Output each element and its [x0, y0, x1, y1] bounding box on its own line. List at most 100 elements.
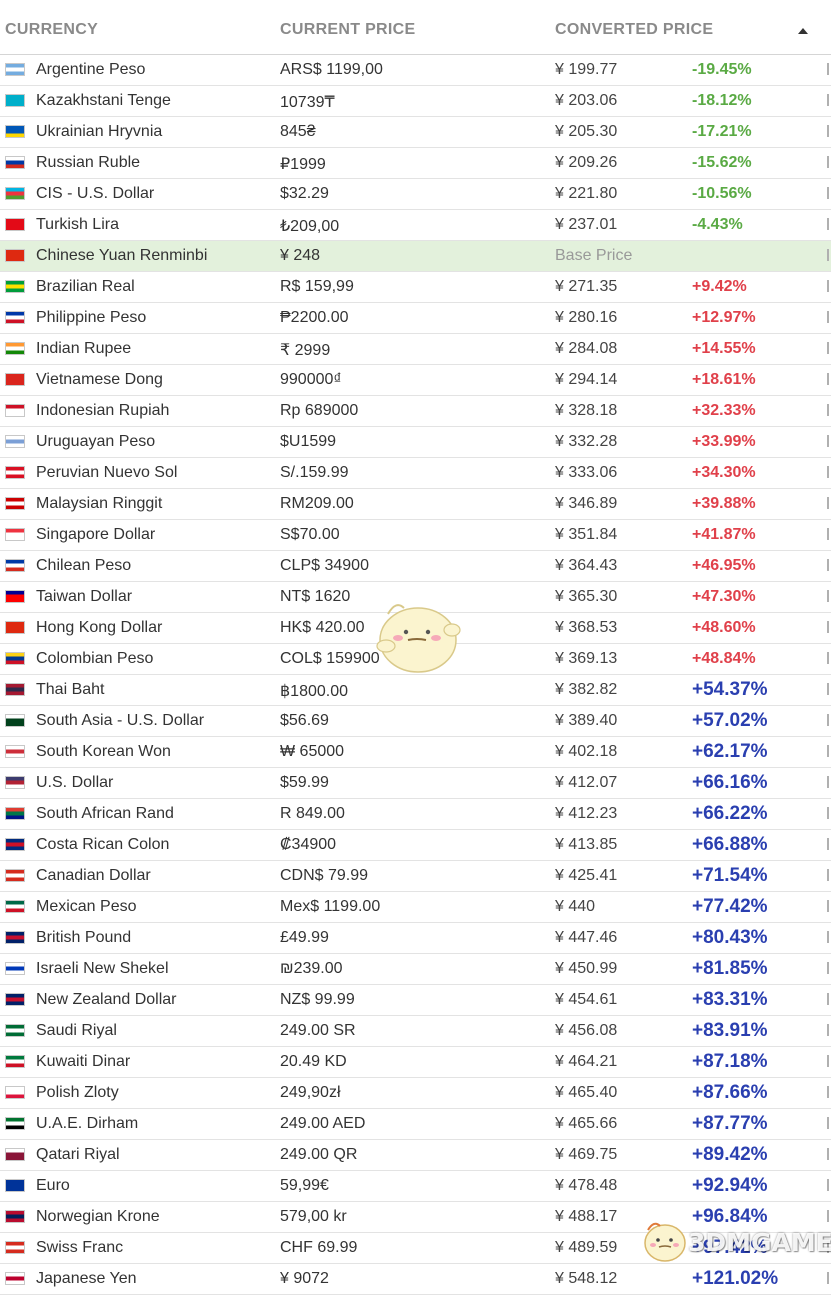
- table-row[interactable]: Indonesian Rupiah Rp 689000 ¥ 328.18 +32.33…: [0, 396, 831, 427]
- converted-price: ¥ 284.08: [555, 340, 618, 357]
- table-row[interactable]: British Pound £49.99 ¥ 447.46 +80.43%: [0, 923, 831, 954]
- column-header-currency[interactable]: CURRENCY: [5, 21, 99, 38]
- country-flag-icon: [5, 745, 25, 758]
- table-row[interactable]: Peruvian Nuevo Sol S/.159.99 ¥ 333.06 +34.3…: [0, 458, 831, 489]
- column-header-current-price[interactable]: CURRENT PRICE: [280, 21, 416, 38]
- current-price: 579,00 kr: [280, 1208, 347, 1225]
- converted-price: ¥ 465.66: [555, 1115, 618, 1132]
- currency-name: U.S. Dollar: [36, 774, 114, 791]
- table-row[interactable]: South African Rand R 849.00 ¥ 412.23 +66.22…: [0, 799, 831, 830]
- table-row[interactable]: Argentine Peso ARS$ 1199,00 ¥ 199.77 -19.45…: [0, 55, 831, 86]
- percent-difference: +89.42%: [692, 1144, 768, 1165]
- table-row[interactable]: Saudi Riyal 249.00 SR ¥ 456.08 +83.91%: [0, 1016, 831, 1047]
- currency-name: South African Rand: [36, 805, 174, 822]
- table-row[interactable]: Chinese Yuan Renminbi ¥ 248 Base Price: [0, 241, 831, 272]
- country-flag-icon: [5, 125, 25, 138]
- table-row[interactable]: Malaysian Ringgit RM209.00 ¥ 346.89 +39.88%: [0, 489, 831, 520]
- sort-ascending-icon[interactable]: [798, 28, 808, 34]
- percent-difference: +47.30%: [692, 588, 756, 605]
- row-edge-marker: [827, 435, 829, 447]
- percent-difference: +66.88%: [692, 834, 768, 855]
- country-flag-icon: [5, 1210, 25, 1223]
- table-row[interactable]: Norwegian Krone 579,00 kr ¥ 488.17 +96.84%: [0, 1202, 831, 1233]
- percent-difference: +48.60%: [692, 619, 756, 636]
- country-flag-icon: [5, 993, 25, 1006]
- percent-difference: +66.16%: [692, 772, 768, 793]
- converted-price: ¥ 464.21: [555, 1053, 618, 1070]
- row-edge-marker: [827, 1179, 829, 1191]
- table-row[interactable]: Swiss Franc CHF 69.99 ¥ 489.59 +97.42%: [0, 1233, 831, 1264]
- current-price: COL$ 159900: [280, 650, 380, 667]
- table-row[interactable]: New Zealand Dollar NZ$ 99.99 ¥ 454.61 +83.3…: [0, 985, 831, 1016]
- percent-difference: +34.30%: [692, 464, 756, 481]
- table-row[interactable]: Kazakhstani Tenge 10739₸ ¥ 203.06 -18.12%: [0, 86, 831, 117]
- currency-name: Singapore Dollar: [36, 526, 156, 543]
- table-row[interactable]: Turkish Lira ₺209,00 ¥ 237.01 -4.43%: [0, 210, 831, 241]
- row-edge-marker: [827, 559, 829, 571]
- table-row[interactable]: Taiwan Dollar NT$ 1620 ¥ 365.30 +47.30%: [0, 582, 831, 613]
- country-flag-icon: [5, 869, 25, 882]
- converted-price: ¥ 425.41: [555, 867, 618, 884]
- table-row[interactable]: Israeli New Shekel ₪239.00 ¥ 450.99 +81.85%: [0, 954, 831, 985]
- table-row[interactable]: Colombian Peso COL$ 159900 ¥ 369.13 +48.84%: [0, 644, 831, 675]
- table-row[interactable]: Hong Kong Dollar HK$ 420.00 ¥ 368.53 +48.60…: [0, 613, 831, 644]
- column-header-converted-price[interactable]: CONVERTED PRICE: [555, 21, 714, 38]
- percent-difference: +46.95%: [692, 557, 756, 574]
- row-edge-marker: [827, 63, 829, 75]
- table-row[interactable]: Russian Ruble ₽1999 ¥ 209.26 -15.62%: [0, 148, 831, 179]
- converted-price: ¥ 489.59: [555, 1239, 618, 1256]
- current-price: ARS$ 1199,00: [280, 61, 383, 78]
- converted-price: ¥ 351.84: [555, 526, 618, 543]
- currency-name: Norwegian Krone: [36, 1208, 160, 1225]
- country-flag-icon: [5, 962, 25, 975]
- converted-price: ¥ 413.85: [555, 836, 618, 853]
- table-row[interactable]: Thai Baht ฿1800.00 ¥ 382.82 +54.37%: [0, 675, 831, 706]
- country-flag-icon: [5, 1086, 25, 1099]
- table-row[interactable]: U.S. Dollar $59.99 ¥ 412.07 +66.16%: [0, 768, 831, 799]
- country-flag-icon: [5, 280, 25, 293]
- percent-difference: +87.18%: [692, 1051, 768, 1072]
- country-flag-icon: [5, 807, 25, 820]
- table-row[interactable]: Chilean Peso CLP$ 34900 ¥ 364.43 +46.95%: [0, 551, 831, 582]
- table-row[interactable]: CIS - U.S. Dollar $32.29 ¥ 221.80 -10.56%: [0, 179, 831, 210]
- country-flag-icon: [5, 156, 25, 169]
- percent-difference: +96.84%: [692, 1206, 768, 1227]
- country-flag-icon: [5, 1055, 25, 1068]
- row-edge-marker: [827, 900, 829, 912]
- table-row[interactable]: Mexican Peso Mex$ 1199.00 ¥ 440 +77.42%: [0, 892, 831, 923]
- table-row[interactable]: Singapore Dollar S$70.00 ¥ 351.84 +41.87%: [0, 520, 831, 551]
- current-price: HK$ 420.00: [280, 619, 365, 636]
- table-row[interactable]: Qatari Riyal 249.00 QR ¥ 469.75 +89.42%: [0, 1140, 831, 1171]
- row-edge-marker: [827, 1117, 829, 1129]
- table-row[interactable]: Uruguayan Peso $U1599 ¥ 332.28 +33.99%: [0, 427, 831, 458]
- row-edge-marker: [827, 838, 829, 850]
- table-row[interactable]: Kuwaiti Dinar 20.49 KD ¥ 464.21 +87.18%: [0, 1047, 831, 1078]
- row-edge-marker: [827, 1086, 829, 1098]
- table-row[interactable]: Vietnamese Dong 990000₫ ¥ 294.14 +18.61%: [0, 365, 831, 396]
- table-row[interactable]: Costa Rican Colon ₡34900 ¥ 413.85 +66.88%: [0, 830, 831, 861]
- country-flag-icon: [5, 1148, 25, 1161]
- row-edge-marker: [827, 528, 829, 540]
- table-row[interactable]: U.A.E. Dirham 249.00 AED ¥ 465.66 +87.77%: [0, 1109, 831, 1140]
- row-edge-marker: [827, 280, 829, 292]
- table-row[interactable]: South Korean Won ₩ 65000 ¥ 402.18 +62.17%: [0, 737, 831, 768]
- country-flag-icon: [5, 311, 25, 324]
- table-row[interactable]: Euro 59,99€ ¥ 478.48 +92.94%: [0, 1171, 831, 1202]
- table-row[interactable]: Ukrainian Hryvnia 845₴ ¥ 205.30 -17.21%: [0, 117, 831, 148]
- current-price: NZ$ 99.99: [280, 991, 355, 1008]
- current-price: £49.99: [280, 929, 329, 946]
- current-price: R$ 159,99: [280, 278, 354, 295]
- current-price: NT$ 1620: [280, 588, 351, 605]
- table-row[interactable]: Polish Zloty 249,90zł ¥ 465.40 +87.66%: [0, 1078, 831, 1109]
- table-row[interactable]: South Asia - U.S. Dollar $56.69 ¥ 389.40 +5…: [0, 706, 831, 737]
- table-row[interactable]: Brazilian Real R$ 159,99 ¥ 271.35 +9.42%: [0, 272, 831, 303]
- converted-price: ¥ 332.28: [555, 433, 618, 450]
- row-edge-marker: [827, 776, 829, 788]
- table-row[interactable]: Canadian Dollar CDN$ 79.99 ¥ 425.41 +71.54%: [0, 861, 831, 892]
- current-price: ฿1800.00: [280, 683, 349, 700]
- currency-name: Swiss Franc: [36, 1239, 124, 1256]
- table-row[interactable]: Philippine Peso ₱2200.00 ¥ 280.16 +12.97%: [0, 303, 831, 334]
- currency-name: Canadian Dollar: [36, 867, 151, 884]
- current-price: S/.159.99: [280, 464, 349, 481]
- table-row[interactable]: Indian Rupee ₹ 2999 ¥ 284.08 +14.55%: [0, 334, 831, 365]
